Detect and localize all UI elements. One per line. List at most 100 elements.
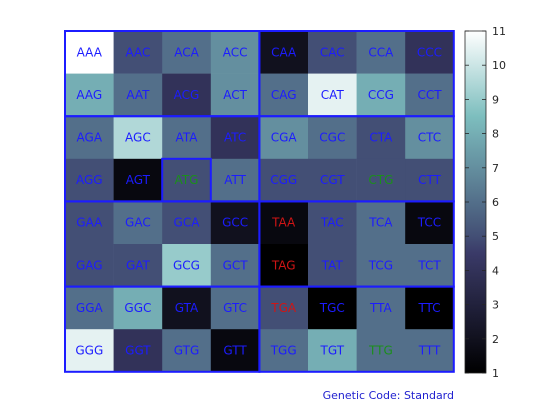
heatmap-cell: [308, 329, 357, 373]
heatmap-cell: [210, 244, 260, 287]
heatmap-cell: [356, 286, 406, 330]
codon-label: AAC: [125, 45, 150, 59]
codon-label: GTT: [223, 344, 247, 358]
colorbar-tick-label: 6: [492, 196, 499, 209]
codon-label: GTC: [223, 301, 247, 315]
heatmap-cell: [308, 286, 357, 330]
heatmap-cell: [356, 73, 406, 117]
codon-label: CTG: [368, 173, 393, 187]
heatmap-cell: [113, 116, 163, 160]
codon-label: ATA: [176, 131, 199, 145]
heatmap-cell: [162, 158, 212, 202]
codon-label: GAC: [125, 216, 151, 230]
colorbar-tick-label: 10: [492, 59, 506, 72]
codon-label: GGT: [125, 344, 151, 358]
codon-label: TTT: [418, 344, 441, 358]
codon-label: CGC: [319, 131, 345, 145]
codon-labels: AAA AAC ACA ACC CAA CAC CCA CCC AAG AAT ACG ACT CAG C…: [75, 45, 442, 357]
codon-label: TTG: [368, 344, 393, 358]
codon-label: CAC: [320, 45, 345, 59]
heatmap-cell: [113, 244, 163, 287]
heatmap-cell: [356, 244, 406, 287]
codon-label: TGT: [320, 344, 345, 358]
codon-label: AGG: [76, 173, 103, 187]
block-borders: [64, 30, 455, 373]
heatmap-cell: [405, 329, 455, 373]
codon-label: TCT: [417, 258, 441, 272]
colorbar: 1 2 3 4 5 6 7 8 9 10 11: [464, 25, 506, 380]
codon-label: ATG: [175, 173, 199, 187]
heatmap-cell: [356, 201, 406, 245]
heatmap-cell: [308, 158, 357, 202]
codon-label: TTC: [417, 301, 440, 315]
heatmap-cell: [356, 31, 406, 74]
heatmap-cell: [210, 329, 260, 373]
colorbar-tick-label: 2: [492, 333, 499, 346]
heatmap-cell: [162, 286, 212, 330]
codon-label: TCG: [368, 258, 393, 272]
heatmap-cell: [308, 201, 357, 245]
heatmap-cell: [162, 73, 212, 117]
codon-label: GGC: [124, 301, 151, 315]
codon-label: GAA: [76, 216, 103, 230]
heatmap-cell: [259, 201, 309, 245]
codon-label: TGG: [270, 344, 297, 358]
codon-label: AGT: [126, 173, 151, 187]
codon-label: CAT: [321, 88, 345, 102]
heatmap-cell: [65, 73, 114, 117]
heatmap-cell: [259, 31, 309, 74]
codon-label: CAG: [271, 88, 297, 102]
codon-label: CCC: [417, 45, 442, 59]
colorbar-tick-label: 11: [492, 25, 506, 38]
heatmap-cell: [162, 116, 212, 160]
heatmap-cell: [259, 158, 309, 202]
heatmap-cell: [308, 31, 357, 74]
start-codon-outline: [161, 157, 212, 203]
codon-label: TAT: [321, 258, 344, 272]
heatmap-cell: [65, 244, 114, 287]
codon-label: GCT: [223, 258, 249, 272]
genetic-code-caption: Genetic Code: Standard: [323, 389, 454, 402]
codon-label: TTA: [369, 301, 393, 315]
codon-label: GTA: [175, 301, 199, 315]
heatmap-cell: [65, 116, 114, 160]
colorbar-tick-label: 9: [492, 93, 499, 106]
codon-label: GAT: [126, 258, 151, 272]
heatmap-cell: [162, 31, 212, 74]
heatmap-cell: [65, 31, 114, 74]
colorbar-tick-label: 4: [492, 264, 499, 277]
codon-label: ATC: [224, 131, 246, 145]
heatmap-cell: [405, 31, 455, 74]
codon-block-border: [258, 285, 455, 373]
heatmap-cell: [65, 329, 114, 373]
codon-label: AAT: [126, 88, 150, 102]
heatmap-cell: [405, 158, 455, 202]
heatmap-cell: [113, 73, 163, 117]
codon-label: GCG: [173, 258, 200, 272]
codon-label: ATT: [224, 173, 246, 187]
colorbar-tick-label: 7: [492, 162, 499, 175]
heatmap-cell: [210, 201, 260, 245]
heatmap-cell: [259, 73, 309, 117]
heatmap-cell: [113, 201, 163, 245]
heatmap-cell: [356, 116, 406, 160]
codon-label: TAG: [271, 258, 296, 272]
heatmap-cell: [308, 73, 357, 117]
heatmap-cell: [405, 201, 455, 245]
codon-label: CGA: [271, 131, 298, 145]
codon-label: CAA: [271, 45, 297, 59]
colorbar-tick-label: 5: [492, 230, 499, 243]
codon-label: CCT: [417, 88, 442, 102]
heatmap-cell: [259, 286, 309, 330]
codon-label: CGG: [270, 173, 297, 187]
heatmap-cell: [65, 286, 114, 330]
codon-label: GGG: [75, 344, 103, 358]
heatmap-cell: [210, 158, 260, 202]
heatmap-cell: [356, 329, 406, 373]
heatmap-cell: [210, 116, 260, 160]
codon-label: CCG: [368, 88, 394, 102]
heatmap-cell: [113, 31, 163, 74]
codon-label: GAG: [76, 258, 103, 272]
